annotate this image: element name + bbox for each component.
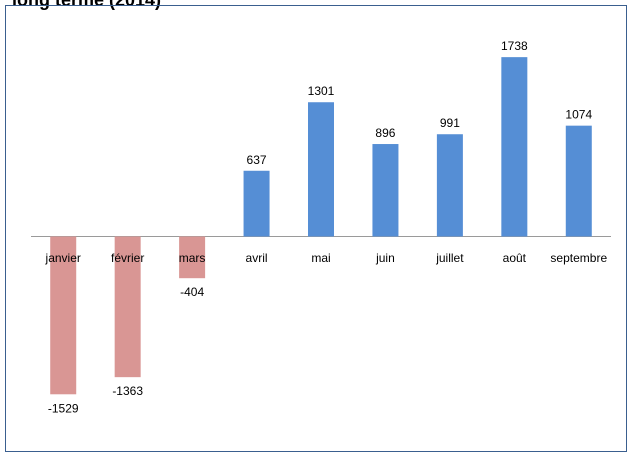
x-tick-label: juin (375, 251, 395, 265)
x-tick-label: avril (246, 251, 268, 265)
value-label: 896 (375, 126, 395, 140)
value-label: 1738 (501, 39, 528, 53)
value-label: 1301 (308, 84, 335, 98)
bar (565, 125, 592, 237)
x-tick-label: février (111, 251, 144, 265)
value-label: -404 (180, 285, 204, 299)
value-label: 1074 (565, 108, 592, 122)
bar (50, 236, 77, 395)
x-tick-label: août (503, 251, 527, 265)
value-label: -1363 (112, 384, 143, 398)
x-tick-label: mai (311, 251, 330, 265)
chart-border (5, 5, 627, 452)
bar (114, 236, 141, 378)
bar (243, 170, 270, 237)
bar (308, 102, 334, 237)
bar (501, 57, 528, 237)
bar (372, 144, 399, 237)
bar (436, 134, 463, 237)
x-tick-label: janvier (45, 251, 81, 265)
value-label: 637 (247, 153, 267, 167)
value-label: 991 (440, 116, 460, 130)
value-label: -1529 (48, 401, 79, 415)
x-tick-label: septembre (550, 251, 607, 265)
x-tick-label: mars (179, 251, 206, 265)
bar (179, 236, 206, 279)
x-tick-label: juillet (435, 251, 464, 265)
